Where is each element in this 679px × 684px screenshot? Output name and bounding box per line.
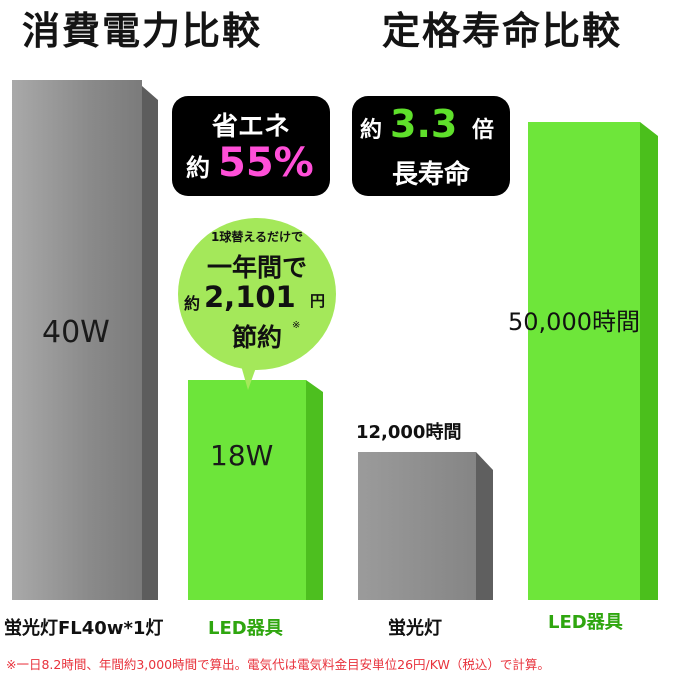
long-life-badge: 約 3.3 倍 長寿命 — [352, 96, 510, 196]
led-power-value: 18W — [210, 439, 274, 472]
led-power-bar: 18W — [188, 380, 323, 600]
savings-bubble-prefix: 約 — [184, 294, 201, 313]
fluorescent-lifespan-caption: 蛍光灯 — [388, 618, 442, 639]
savings-bubble-unit: 円 — [310, 292, 326, 310]
savings-bubble: 1球替えるだけで 一年間で 約 2,101 円 節約 ※ — [176, 216, 338, 392]
fluorescent-lifespan-bar — [358, 452, 493, 600]
energy-saving-prefix: 約 — [186, 154, 210, 182]
long-life-prefix: 約 — [360, 118, 383, 143]
savings-bubble-period: 一年間で — [206, 253, 307, 282]
lifespan-comparison-heading: 定格寿命比較 — [382, 9, 623, 53]
fluorescent-lifespan-value: 12,000時間 — [356, 422, 462, 443]
fluorescent-power-value: 40W — [42, 315, 110, 350]
savings-bubble-note-mark: ※ — [292, 320, 301, 331]
led-power-caption: LED器具 — [208, 618, 283, 639]
energy-saving-badge: 省エネ 約 55% — [172, 96, 330, 196]
savings-bubble-intro: 1球替えるだけで — [211, 230, 303, 244]
energy-saving-percent: 55% — [218, 140, 314, 186]
long-life-label: 長寿命 — [391, 160, 470, 190]
fluorescent-power-caption: 蛍光灯FL40w*1灯 — [4, 618, 164, 639]
led-lifespan-bar — [528, 122, 658, 600]
savings-bubble-amount: 2,101 — [204, 280, 296, 314]
led-lifespan-caption: LED器具 — [548, 612, 623, 633]
power-comparison-heading: 消費電力比較 — [22, 9, 263, 53]
fluorescent-power-bar: 40W — [12, 80, 158, 600]
energy-saving-label: 省エネ — [211, 112, 290, 142]
savings-bubble-shape — [178, 218, 336, 390]
savings-bubble-saving: 節約 — [231, 323, 282, 352]
long-life-suffix: 倍 — [472, 118, 495, 143]
footnote: ※一日8.2時間、年間約3,000時間で算出。電気代は電気料金目安単位26円/K… — [6, 657, 550, 672]
long-life-multiplier: 3.3 — [390, 102, 458, 146]
led-lifespan-value: 50,000時間 — [508, 308, 640, 336]
